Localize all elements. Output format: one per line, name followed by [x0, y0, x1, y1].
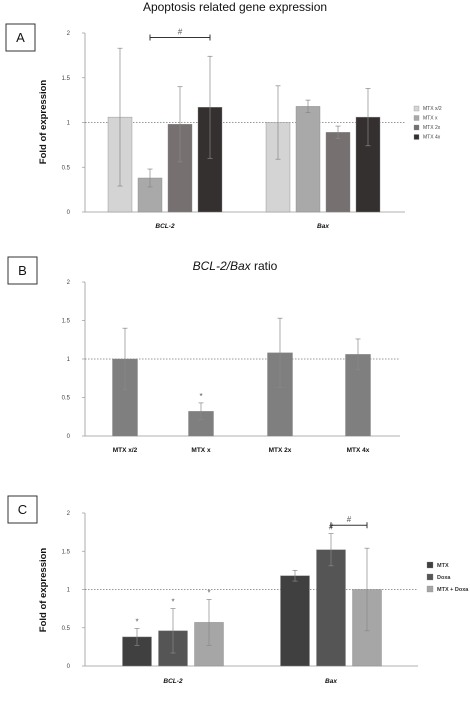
panel-a-plot: 0 0.5 1 1.5 2 BCL-2 Bax # MTX x/2 MTX x MTX 2x MTX … — [62, 27, 442, 230]
panel-b-significance-mark: * — [199, 392, 202, 401]
panel-b-category-label: MTX x — [191, 447, 211, 454]
panel-c-bar — [316, 549, 346, 667]
panel-b-category-label: MTX x/2 — [113, 447, 138, 454]
panel-c-label: C — [18, 502, 27, 517]
panel-c-ytick-label: 1.5 — [62, 549, 71, 555]
panel-a-ytick-label: 0.5 — [62, 165, 71, 171]
panel-c-legend-swatch — [426, 585, 434, 593]
panel-c-legend-label: Doxa — [437, 575, 451, 581]
panel-c-bracket-label: # — [347, 515, 352, 524]
panel-c-ytick-label: 2 — [67, 511, 71, 517]
panel-a-ytick-label: 1 — [67, 121, 71, 127]
panel-a-label-box — [5, 23, 36, 52]
panel-c-ytick-label: 0 — [67, 664, 71, 670]
panel-b-category-label: MTX 4x — [347, 447, 370, 454]
panel-a-bracket-label: # — [178, 27, 183, 36]
panel-a-legend-swatch — [413, 115, 420, 121]
panel-c-significance-mark: * — [207, 588, 210, 597]
panel-a-bar — [325, 132, 351, 213]
panel-c-legend-swatch — [426, 561, 434, 569]
panel-c-bar — [280, 575, 310, 667]
panel-c-ytick-label: 1 — [67, 588, 71, 594]
panel-b-ytick-label: 2 — [67, 280, 71, 286]
panel-a-bar — [295, 106, 321, 213]
panel-c-legend-label: MTX — [437, 563, 449, 569]
panel-a-category-label: BCL-2 — [155, 223, 175, 230]
panel-b-bar — [188, 411, 214, 437]
panel-c-significance-mark: * — [135, 618, 138, 627]
panel-a-ytick-label: 2 — [67, 31, 71, 37]
panel-b-plot: 0 0.5 1 1.5 2 MTX x/2 * MTX x MTX 2x MTX 4x — [62, 280, 400, 454]
panel-c-legend-swatch — [426, 573, 434, 581]
panel-b-title: BCL-2/Bax ratio — [193, 259, 278, 273]
panel-b-ytick-label: 1 — [67, 357, 71, 363]
panel-b-title-ratio: ratio — [251, 259, 278, 273]
panel-b-title-genes: BCL-2/Bax — [193, 259, 252, 273]
panel-a-legend-swatch — [413, 105, 420, 112]
panel-b-category-label: MTX 2x — [269, 447, 292, 454]
panel-b-ytick-label: 0 — [67, 434, 71, 440]
panel-a-legend-label: MTX 4x — [423, 135, 441, 141]
panel-a-legend-label: MTX x — [423, 116, 438, 122]
panel-a-category-label: Bax — [317, 223, 329, 230]
panel-c-category-label: BCL-2 — [163, 678, 183, 685]
panel-b-ytick-label: 0.5 — [62, 396, 71, 402]
panel-a-ytick-label: 0 — [67, 210, 71, 216]
panel-c-ytick-label: 0.5 — [62, 626, 71, 632]
panel-a-ytick-label: 1.5 — [62, 76, 71, 82]
panel-a-legend-label: MTX 2x — [423, 125, 441, 131]
panel-a-legend-swatch — [413, 124, 420, 131]
panel-a-ylabel: Fold of expression — [38, 80, 49, 165]
panel-a-label: A — [16, 30, 25, 45]
panel-b-ytick-label: 1.5 — [62, 319, 71, 325]
panel-c-category-label: Bax — [325, 678, 337, 685]
panel-c-ylabel: Fold of expression — [38, 548, 49, 633]
panel-c-significance-mark: * — [171, 598, 174, 607]
panel-a-title: Apoptosis related gene expression — [143, 0, 327, 14]
panel-c-legend-label: MTX + Doxa — [437, 587, 469, 593]
panel-b-label-box — [7, 256, 38, 285]
panel-c-label-box — [7, 495, 38, 524]
panel-a-legend-swatch — [413, 134, 420, 140]
panel-a-legend-label: MTX x/2 — [423, 106, 442, 112]
panel-b-label: B — [18, 263, 27, 278]
